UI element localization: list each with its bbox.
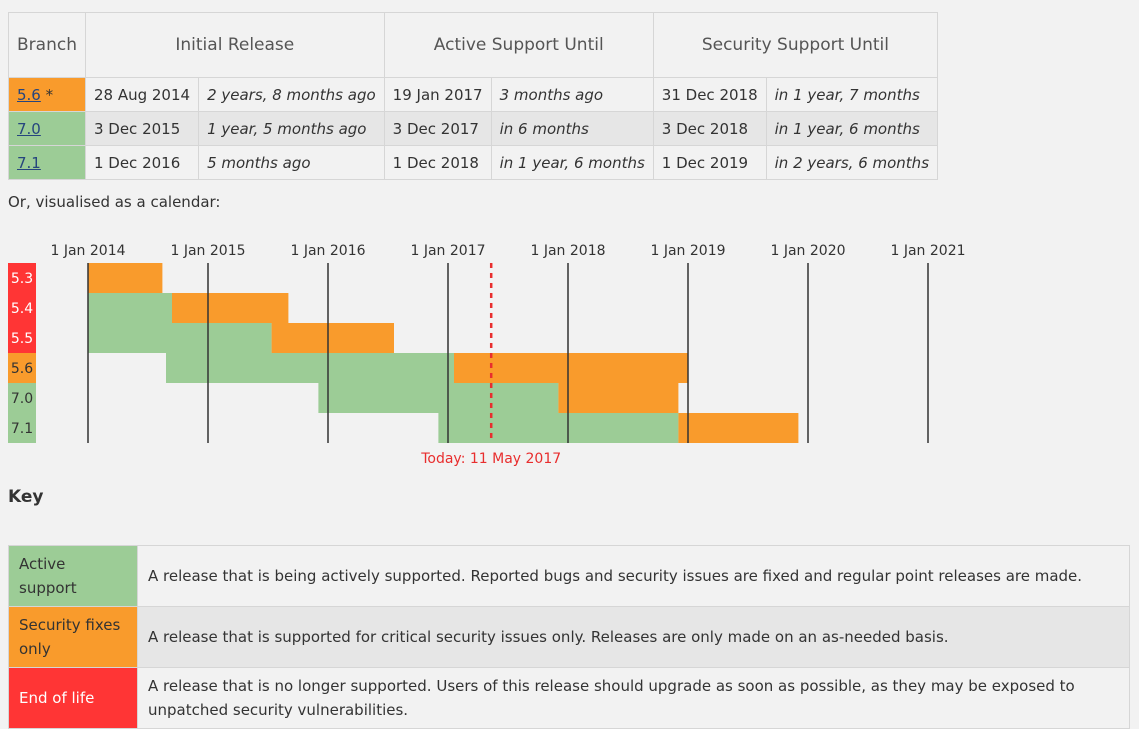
active-bar (88, 323, 272, 353)
security-date: 31 Dec 2018 (652, 77, 767, 112)
key-label-security: Security fixes only (8, 606, 138, 668)
table-row: 7.0 3 Dec 2015 1 year, 5 months ago 3 De… (8, 111, 939, 146)
active-bar (318, 383, 559, 413)
key-row: Active support A release that is being a… (8, 545, 1130, 607)
security-date: 1 Dec 2019 (652, 145, 767, 180)
table-row: 5.6 * 28 Aug 2014 2 years, 8 months ago … (8, 77, 939, 112)
security-relative: in 1 year, 6 months (765, 111, 939, 146)
active-bar (438, 413, 679, 443)
branch-cell: 7.0 (8, 111, 86, 146)
key-desc-active: A release that is being actively support… (137, 545, 1130, 607)
active-relative: in 6 months (490, 111, 654, 146)
header-branch: Branch (8, 12, 86, 78)
active-date: 3 Dec 2017 (383, 111, 492, 146)
key-row: Security fixes only A release that is su… (8, 606, 1130, 668)
active-relative: 3 months ago (490, 77, 654, 112)
active-date: 19 Jan 2017 (383, 77, 492, 112)
initial-date: 1 Dec 2016 (84, 145, 200, 180)
year-label: 1 Jan 2020 (770, 243, 845, 259)
key-heading: Key (8, 487, 44, 507)
branch-label-bg (8, 293, 36, 323)
header-security-support: Security Support Until (652, 12, 939, 78)
header-initial-release: Initial Release (84, 12, 385, 78)
security-bar (678, 413, 799, 443)
branch-label-bg (8, 263, 36, 293)
year-label: 1 Jan 2021 (890, 243, 965, 259)
branch-label: 5.5 (11, 331, 33, 347)
branch-label: 5.6 (11, 361, 33, 377)
branches-table: Branch Initial Release Active Support Un… (8, 12, 939, 180)
key-label-active: Active support (8, 545, 138, 607)
branch-label: 5.4 (11, 301, 33, 317)
active-bar (166, 353, 454, 383)
initial-date: 3 Dec 2015 (84, 111, 200, 146)
branch-cell: 7.1 (8, 145, 86, 180)
year-label: 1 Jan 2015 (170, 243, 245, 259)
branch-label: 5.3 (11, 271, 33, 287)
branch-cell: 5.6 * (8, 77, 86, 112)
year-label: 1 Jan 2017 (410, 243, 485, 259)
security-bar (88, 263, 163, 293)
security-bar (558, 383, 679, 413)
active-bar (88, 293, 172, 323)
key-desc-eol: A release that is no longer supported. U… (137, 667, 1130, 729)
key-row: End of life A release that is no longer … (8, 667, 1130, 729)
key-label-eol: End of life (8, 667, 138, 729)
year-label: 1 Jan 2019 (650, 243, 725, 259)
security-bar (454, 353, 688, 383)
year-label: 1 Jan 2016 (290, 243, 365, 259)
branch-link[interactable]: 7.0 (17, 119, 41, 138)
branch-label-bg (8, 413, 36, 443)
today-label: Today: 11 May 2017 (420, 451, 561, 467)
header-active-support: Active Support Until (383, 12, 654, 78)
branch-label: 7.1 (11, 421, 33, 437)
branch-label-bg (8, 353, 36, 383)
branch-link[interactable]: 7.1 (17, 153, 41, 172)
support-calendar: 5.3 5.4 5.5 5.6 7.0 7.1 1 Jan 2014 1 Jan 2015 1… (8, 243, 966, 467)
branch-label-bg (8, 383, 36, 413)
initial-relative: 1 year, 5 months ago (198, 111, 385, 146)
year-label: 1 Jan 2014 (50, 243, 125, 259)
branch-marker: * (45, 85, 54, 104)
security-bar (271, 323, 394, 353)
key-desc-security: A release that is supported for critical… (137, 606, 1130, 668)
active-date: 1 Dec 2018 (383, 145, 492, 180)
calendar-intro: Or, visualised as a calendar: (8, 193, 221, 211)
key-table: Active support A release that is being a… (8, 545, 1130, 729)
initial-relative: 2 years, 8 months ago (198, 77, 385, 112)
branch-label-bg (8, 323, 36, 353)
security-relative: in 2 years, 6 months (765, 145, 939, 180)
initial-date: 28 Aug 2014 (84, 77, 200, 112)
active-relative: in 1 year, 6 months (490, 145, 654, 180)
year-label: 1 Jan 2018 (530, 243, 605, 259)
initial-relative: 5 months ago (198, 145, 385, 180)
table-row: 7.1 1 Dec 2016 5 months ago 1 Dec 2018 i… (8, 145, 939, 180)
branch-link[interactable]: 5.6 (17, 85, 41, 104)
security-relative: in 1 year, 7 months (765, 77, 939, 112)
branch-label: 7.0 (11, 391, 33, 407)
security-date: 3 Dec 2018 (652, 111, 767, 146)
security-bar (172, 293, 289, 323)
